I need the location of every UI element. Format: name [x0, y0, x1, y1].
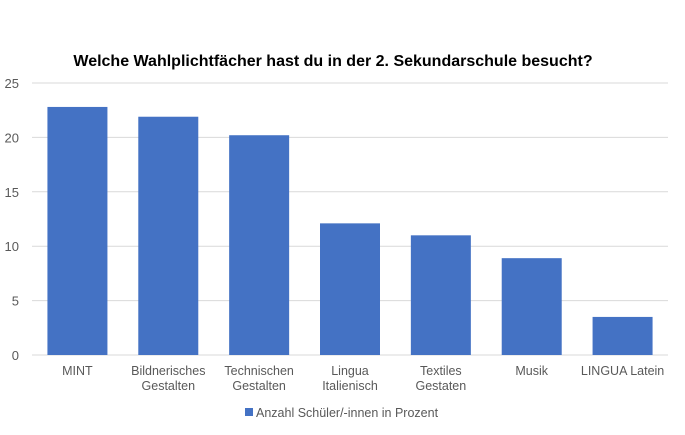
- x-category-label: Italienisch: [322, 379, 378, 393]
- x-category-label: Gestalten: [142, 379, 196, 393]
- legend-swatch: [245, 408, 253, 416]
- x-category-label: Musik: [515, 364, 548, 378]
- x-category-label: Gestalten: [232, 379, 286, 393]
- chart-title: Welche Wahlplichtfächer hast du in der 2…: [73, 53, 592, 70]
- bar: [138, 116, 199, 355]
- x-category-label: MINT: [62, 364, 93, 378]
- x-axis-labels: MINT BildnerischesGestaltenTechnischenGes…: [62, 364, 664, 393]
- y-tick-label: 15: [5, 185, 19, 200]
- x-category-label: Technischen: [224, 364, 294, 378]
- x-category-label: Textiles: [420, 364, 462, 378]
- x-category-label: Bildnerisches: [131, 364, 205, 378]
- y-tick-label: 25: [5, 76, 19, 91]
- bar: [501, 258, 562, 355]
- y-tick-label: 5: [12, 294, 19, 309]
- bars: [47, 106, 653, 355]
- bar: [47, 106, 108, 355]
- x-category-label: Lingua: [331, 364, 369, 378]
- bar: [592, 316, 653, 355]
- y-tick-label: 10: [5, 239, 19, 254]
- legend-label: Anzahl Schüler/-innen in Prozent: [256, 406, 439, 420]
- bar: [410, 235, 471, 355]
- bar: [229, 135, 290, 355]
- y-tick-label: 20: [5, 130, 19, 145]
- bar: [320, 223, 380, 355]
- legend: Anzahl Schüler/-innen in Prozent: [245, 406, 439, 420]
- y-tick-label: 0: [12, 348, 19, 363]
- x-category-label: LINGUA Latein: [581, 364, 664, 378]
- x-category-label: Gestaten: [415, 379, 466, 393]
- y-axis-ticks: 0 5 10 15 20 25: [5, 76, 19, 363]
